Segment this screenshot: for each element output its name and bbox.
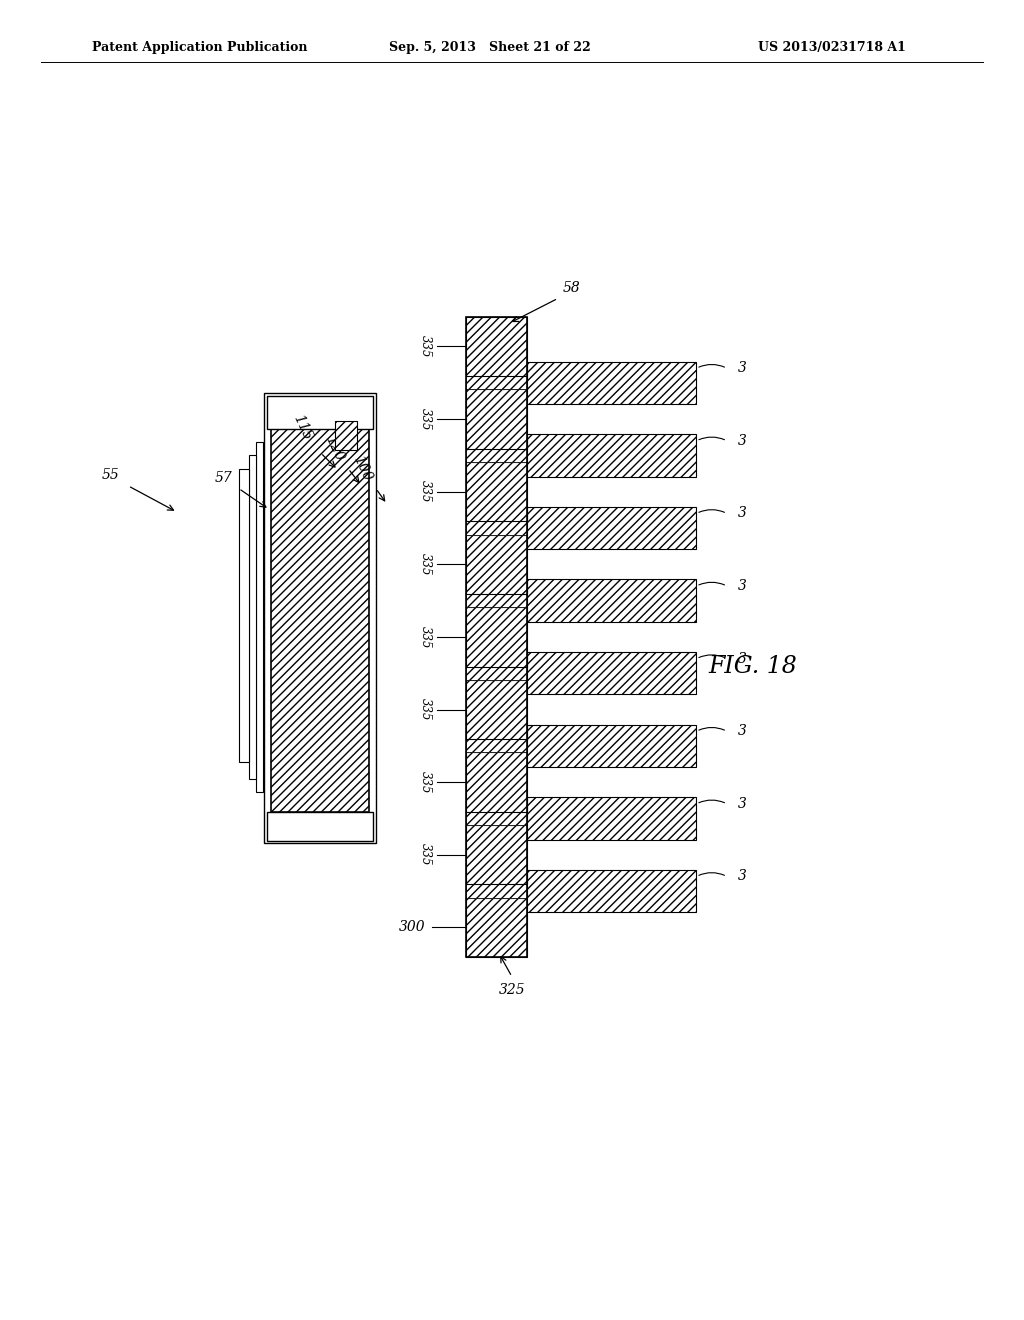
Bar [466,680,527,739]
Bar [466,825,527,884]
Text: 120: 120 [322,434,346,463]
Text: 3: 3 [738,579,746,593]
Bar [527,507,696,549]
Text: 100: 100 [350,454,375,483]
Bar [527,362,696,404]
Text: 325: 325 [499,983,525,997]
Bar [335,421,357,450]
Bar [267,396,373,429]
Bar [527,870,696,912]
Bar [466,521,527,535]
Text: 335: 335 [419,626,431,648]
Text: 3: 3 [738,362,746,375]
Bar [466,898,527,957]
Text: 335: 335 [419,553,431,576]
Bar [466,449,527,462]
Bar [249,455,256,779]
Bar [466,607,527,667]
Bar [466,317,527,376]
Bar [267,812,373,841]
Text: 3: 3 [738,434,746,447]
Text: 58: 58 [562,281,581,294]
Text: 57: 57 [214,471,232,484]
Text: 335: 335 [419,698,431,721]
Bar [466,884,527,898]
Text: 335: 335 [419,335,431,358]
Bar [466,462,527,521]
Bar [466,667,527,680]
Bar [527,797,696,840]
Bar [466,389,527,449]
Bar [527,652,696,694]
Bar [239,469,249,762]
Bar [466,812,527,825]
Bar [527,579,696,622]
Text: US 2013/0231718 A1: US 2013/0231718 A1 [758,41,905,54]
Text: Sep. 5, 2013   Sheet 21 of 22: Sep. 5, 2013 Sheet 21 of 22 [389,41,591,54]
Text: 3: 3 [738,725,746,738]
Bar [271,429,369,812]
Bar [466,739,527,752]
Text: 335: 335 [419,771,431,793]
Text: 335: 335 [419,843,431,866]
Text: 3: 3 [738,870,746,883]
Bar [466,376,527,389]
Text: 335: 335 [419,480,431,503]
Bar [466,594,527,607]
Bar [466,535,527,594]
Bar [466,752,527,812]
Bar [527,434,696,477]
Bar [466,317,527,957]
Bar [256,442,263,792]
Bar [264,393,376,843]
Bar [527,725,696,767]
Text: 55: 55 [101,469,120,482]
Text: 3: 3 [738,797,746,810]
Text: 335: 335 [419,408,431,430]
Text: FIG. 18: FIG. 18 [709,655,797,678]
Text: Patent Application Publication: Patent Application Publication [92,41,307,54]
Text: 3: 3 [738,652,746,665]
Text: 300: 300 [398,920,425,935]
Text: 3: 3 [738,507,746,520]
Text: 115: 115 [290,413,314,442]
